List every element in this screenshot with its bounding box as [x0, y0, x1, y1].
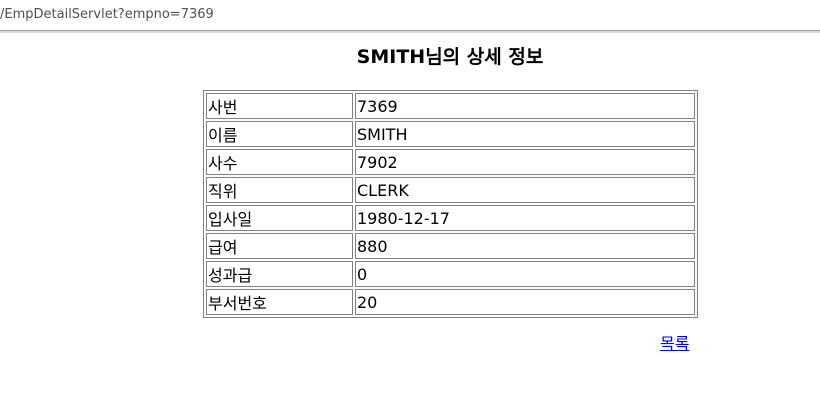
employee-detail-table: 사번 7369 이름 SMITH 사수 7902 직위 CLERK 입사일 19…	[203, 90, 698, 318]
row-value: 7369	[355, 93, 695, 119]
table-row: 이름 SMITH	[206, 121, 695, 147]
row-label: 부서번호	[206, 289, 353, 315]
table-row: 직위 CLERK	[206, 177, 695, 203]
row-label: 급여	[206, 233, 353, 259]
table-row: 입사일 1980-12-17	[206, 205, 695, 231]
address-url[interactable]: /EmpDetailServlet?empno=7369	[0, 7, 214, 22]
address-bar[interactable]: /EmpDetailServlet?empno=7369	[0, 0, 820, 31]
row-label: 입사일	[206, 205, 353, 231]
row-value: SMITH	[355, 121, 695, 147]
table-row: 급여 880	[206, 233, 695, 259]
row-value: 20	[355, 289, 695, 315]
row-label: 사번	[206, 93, 353, 119]
row-label: 직위	[206, 177, 353, 203]
row-value: 880	[355, 233, 695, 259]
table-row: 성과급 0	[206, 261, 695, 287]
table-row: 사번 7369	[206, 93, 695, 119]
page-title: SMITH님의 상세 정보	[356, 46, 544, 68]
row-value: 0	[355, 261, 695, 287]
row-label: 이름	[206, 121, 353, 147]
row-value: 7902	[355, 149, 695, 175]
table-row: 부서번호 20	[206, 289, 695, 315]
list-link[interactable]: 목록	[660, 334, 690, 353]
row-label: 사수	[206, 149, 353, 175]
row-value: 1980-12-17	[355, 205, 695, 231]
row-label: 성과급	[206, 261, 353, 287]
row-value: CLERK	[355, 177, 695, 203]
page-content: SMITH님의 상세 정보 사번 7369 이름 SMITH 사수 7902 직…	[0, 34, 820, 402]
table-row: 사수 7902	[206, 149, 695, 175]
